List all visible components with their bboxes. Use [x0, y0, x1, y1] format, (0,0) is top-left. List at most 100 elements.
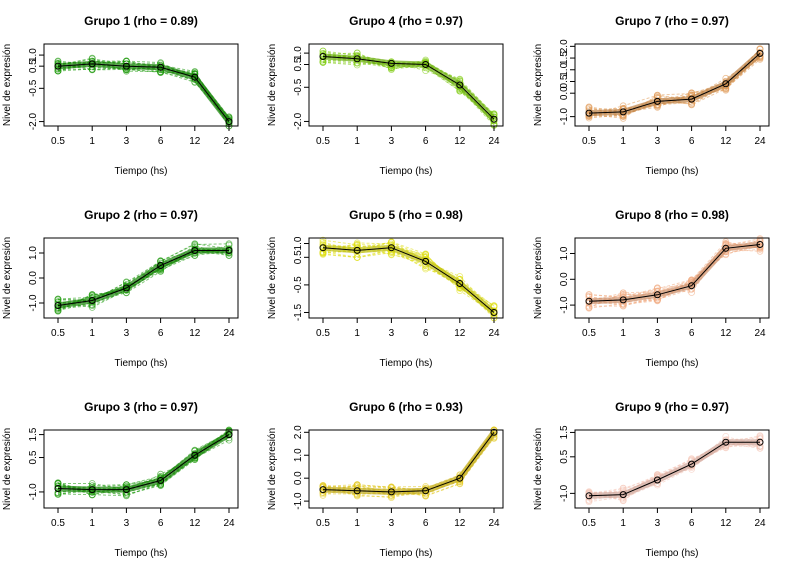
x-tick-label: 6 [689, 136, 695, 147]
chart-title: Grupo 2 (rho = 0.97) [84, 208, 198, 222]
x-tick-label: 1 [354, 328, 360, 339]
cluster-band [322, 430, 497, 495]
y-tick-label: 2.0 [559, 39, 570, 53]
y-tick-label: -1.0 [293, 492, 304, 510]
x-tick-label: 24 [488, 328, 500, 339]
centroid-line [322, 247, 495, 313]
y-tick-label: -0.5 [293, 276, 304, 294]
centroid-point [585, 109, 593, 117]
gene-point [585, 304, 593, 312]
centroid-point [653, 476, 661, 484]
y-tick-label: 1.0 [293, 448, 304, 462]
centroid-point [88, 297, 96, 304]
x-tick-label: 1 [89, 136, 95, 147]
gene-profile-line [588, 55, 761, 117]
x-tick-label: 1 [620, 518, 626, 529]
gene-profile-line [588, 441, 761, 502]
centroid-point [722, 244, 730, 252]
x-axis-label: Tiempo (hs) [115, 358, 168, 369]
y-tick-label: -1.0 [559, 484, 570, 502]
chart-panel-3: Grupo 7 (rho = 0.97)0.5 1 3 6 12 24-1.00.00.5… [533, 14, 770, 177]
x-axis-label: Tiempo (hs) [380, 548, 433, 559]
centroid-line [322, 56, 495, 120]
y-tick-label: 0.5 [559, 449, 570, 463]
y-tick-label: -2.0 [293, 112, 304, 130]
centroid-point [688, 282, 696, 290]
centroid-point [387, 59, 395, 67]
centroid-point [191, 451, 199, 459]
gene-point [353, 239, 361, 247]
centroid-point [422, 257, 430, 265]
x-tick-label: 0.5 [51, 518, 65, 529]
y-tick-label: -1.0 [559, 296, 570, 314]
y-tick-label: 0.5 [28, 59, 39, 73]
x-tick-label: 0.5 [316, 518, 330, 529]
y-tick-label: 0.5 [559, 74, 570, 88]
centroid-point [756, 241, 764, 248]
x-tick-label: 24 [754, 136, 766, 147]
x-tick-label: 0.5 [582, 328, 596, 339]
y-tick-label: 0.0 [559, 86, 570, 100]
x-tick-label: 1 [620, 328, 626, 339]
x-tick-label: 24 [223, 136, 235, 147]
x-tick-label: 0.5 [582, 136, 596, 147]
gene-profile-line [588, 59, 761, 116]
centroid-point [619, 108, 627, 116]
y-axis-label: Nivel de expresión [533, 428, 544, 510]
centroid-point [122, 62, 130, 70]
chart-panel-8: Grupo 6 (rho = 0.93) 0.5 1 3 6 12 24 -1.0 0.0 1.0… [267, 400, 504, 559]
x-tick-label: 0.5 [51, 328, 65, 339]
centroid-point [722, 438, 730, 446]
centroid-point [191, 73, 199, 81]
y-tick-label: 0.0 [293, 471, 304, 485]
gene-profile-line [57, 431, 230, 496]
gene-point [319, 236, 327, 244]
x-tick-label: 3 [389, 518, 395, 529]
y-tick-label: 0.5 [28, 450, 39, 464]
gene-profile-line [588, 56, 761, 116]
y-tick-label: 1.0 [559, 62, 570, 76]
x-tick-label: 24 [754, 518, 766, 529]
x-axis-label: Tiempo (hs) [646, 358, 699, 369]
gene-profile-line [588, 48, 761, 118]
centroid-point [387, 488, 395, 496]
gene-profile-line [322, 429, 495, 492]
chart-panel-4: Grupo 2 (rho = 0.97) 0.5 1 3 6 12 24 -1.0 0.0 1.0… [2, 208, 239, 369]
gene-profile-line [588, 242, 761, 309]
centroid-point [225, 118, 233, 126]
chart-title: Grupo 8 (rho = 0.98) [615, 208, 729, 222]
centroid-point [653, 291, 661, 299]
x-tick-label: 24 [223, 328, 235, 339]
cluster-band [322, 53, 497, 122]
gene-profile-line [322, 430, 495, 492]
centroid-point [722, 80, 730, 88]
gene-profile-line [322, 61, 495, 115]
chart-panel-2: Grupo 4 (rho = 0.97) 0.5 1 3 6 12 24 -2.0 -0.5 0.… [267, 14, 504, 177]
x-tick-label: 1 [89, 328, 95, 339]
y-axis-label: Nivel de expresión [267, 44, 278, 126]
y-tick-label: -0.5 [293, 78, 304, 96]
centroid-point [456, 280, 464, 287]
y-tick-label: 0.0 [559, 272, 570, 286]
gene-profile-line [588, 241, 761, 304]
centroid-point [353, 246, 361, 254]
chart-title: Grupo 4 (rho = 0.97) [349, 14, 463, 28]
gene-profile-line [57, 64, 230, 127]
centroid-point [756, 438, 764, 446]
gene-profile-line [588, 57, 761, 115]
x-tick-label: 12 [454, 518, 466, 529]
centroid-line [588, 441, 760, 497]
centroid-line [57, 434, 230, 491]
x-tick-label: 0.5 [316, 136, 330, 147]
gene-profile-line [57, 63, 230, 123]
gene-profile-line [322, 250, 495, 317]
gene-point [585, 497, 593, 504]
gene-profile-line [322, 243, 495, 314]
centroid-point [122, 486, 130, 494]
gene-profile-line [589, 445, 761, 493]
chart-panel-1: Grupo 1 (rho = 0.89) 0.5 1 3 6 12 24 -2.0 -0.5 0.… [2, 14, 239, 177]
y-tick-label: -0.5 [28, 79, 39, 97]
centroid-line [588, 53, 761, 114]
x-axis-label: Tiempo (hs) [380, 358, 433, 369]
plot-frame [574, 429, 770, 509]
